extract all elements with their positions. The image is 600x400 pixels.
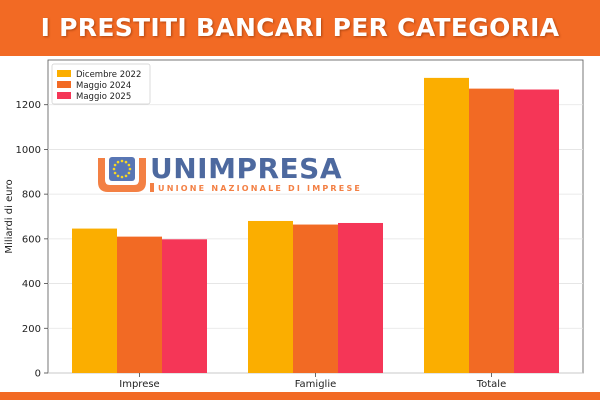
bar [469,88,514,374]
x-tick-label: Totale [476,379,507,390]
y-tick-label: 1200 [16,100,41,111]
star [116,160,120,164]
star [124,174,128,178]
legend-label: Maggio 2025 [76,92,131,102]
bar-chart: UNIMPRESA UNIONE NAZIONALE DI IMPRESE 0 2… [4,59,584,390]
eu-stars-icon [98,157,146,192]
legend-label: Maggio 2024 [76,81,131,91]
star [128,167,132,171]
title-banner [0,0,600,56]
logo-subtitle: UNIONE NAZIONALE DI IMPRESE [158,184,362,193]
bar [117,236,162,373]
bar [424,77,469,373]
y-tick-label: 0 [35,369,41,380]
star [112,167,116,171]
bottom-border [0,392,600,400]
y-tick-label: 600 [22,234,41,245]
x-tick-label: Famiglie [295,379,337,390]
star [127,171,131,175]
star [127,163,131,167]
legend-swatch [57,70,71,77]
unimpresa-logo: UNIMPRESA UNIONE NAZIONALE DI IMPRESE [98,152,362,193]
y-tick-label: 800 [22,190,41,201]
star [113,163,117,167]
y-axis-label: Miliardi di euro [4,179,15,253]
y-tick-label: 1000 [16,145,41,156]
x-axis: Imprese Famiglie Totale [119,373,506,390]
bar [72,228,117,373]
x-tick-label: Imprese [119,379,159,390]
star [116,174,120,178]
logo-name: UNIMPRESA [150,152,342,185]
legend-swatch [57,92,71,99]
bars [72,77,559,374]
legend-label: Dicembre 2022 [76,70,141,80]
star [113,171,117,175]
star [124,160,128,164]
y-tick-label: 200 [22,324,41,335]
bar [162,239,207,373]
bar [514,89,559,374]
star [120,175,124,179]
bar [248,220,293,373]
y-tick-label: 400 [22,279,41,290]
star [120,159,124,163]
bar [293,224,338,373]
page-title: I PRESTITI BANCARI PER CATEGORIA [40,13,560,42]
y-axis: 0 200 400 600 800 1000 1200 [16,100,48,380]
legend-swatch [57,81,71,88]
bar [338,222,383,373]
